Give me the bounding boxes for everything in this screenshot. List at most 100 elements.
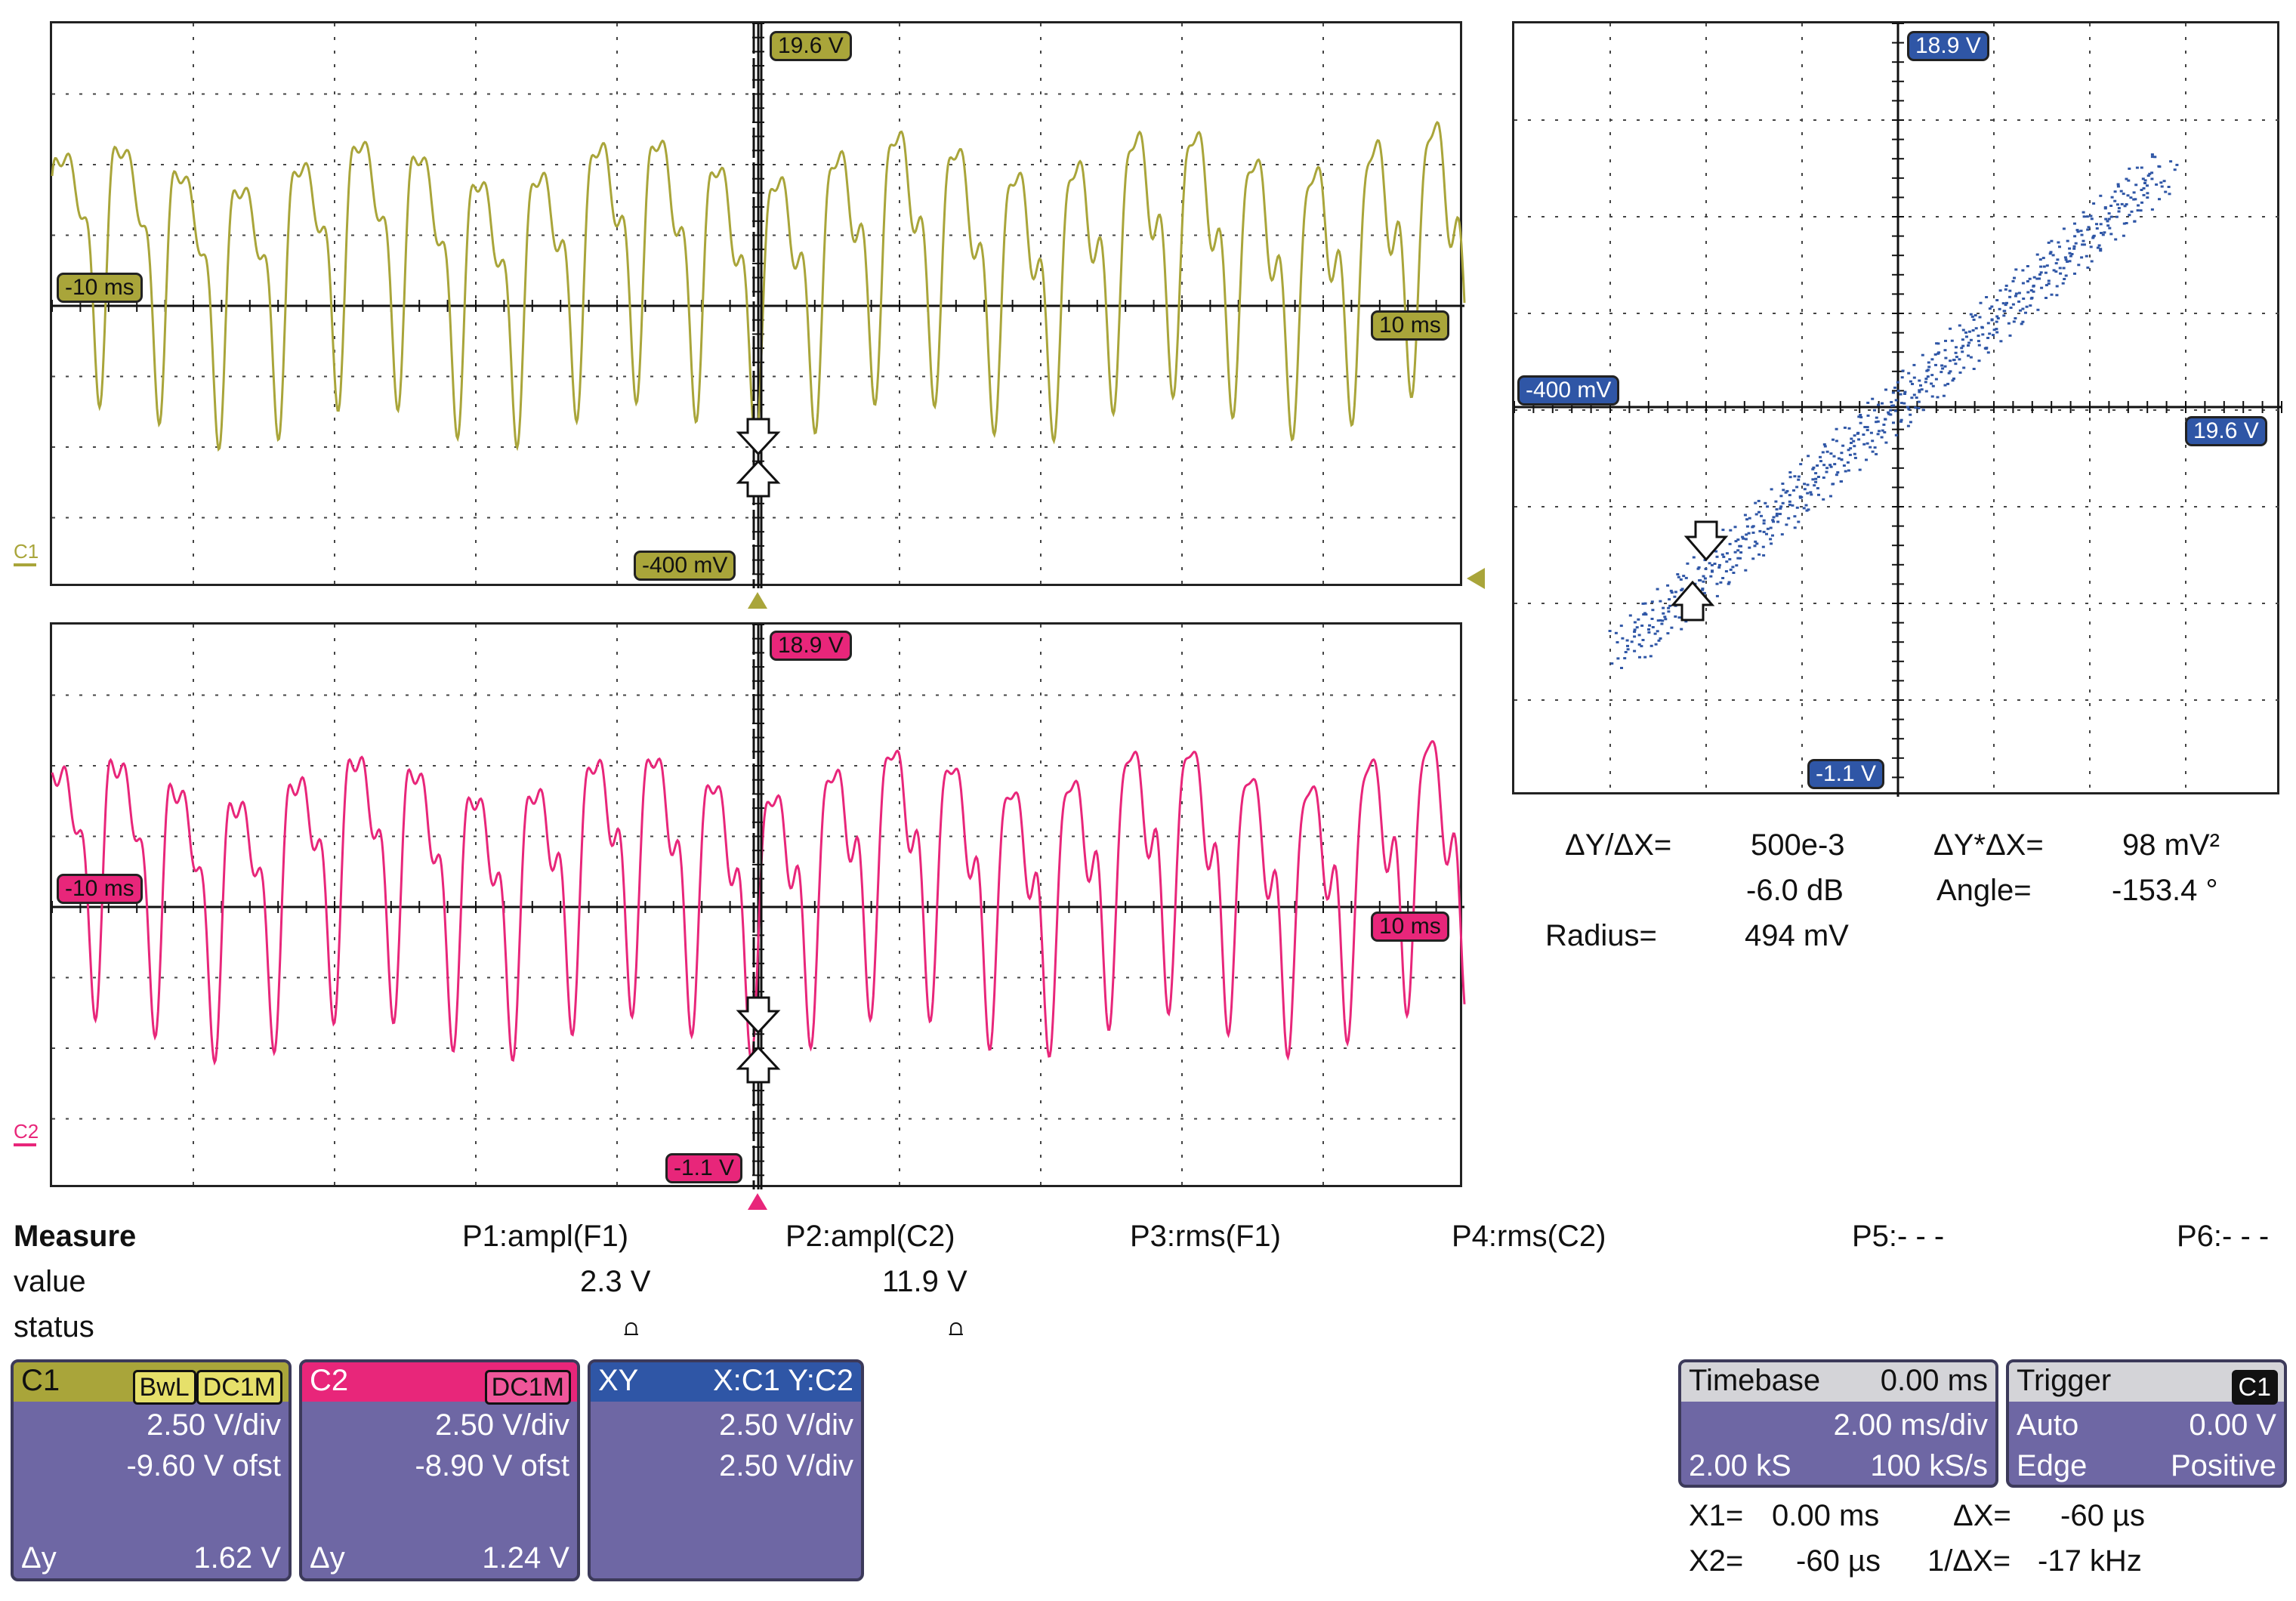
xy-point (2073, 235, 2077, 238)
xy-point (1686, 562, 1690, 565)
c1-waveform-grid[interactable]: 19.6 V -400 mV -10 ms 10 ms (50, 21, 1466, 588)
xy-point (2021, 269, 2025, 272)
xy-point (1823, 445, 1827, 448)
xy-point (1985, 296, 1989, 298)
xy-point (1835, 440, 1838, 443)
xy-point (1739, 557, 1742, 560)
xy-point (1847, 449, 1850, 452)
xy-point (1988, 332, 1992, 335)
xy-point (1788, 503, 1791, 506)
xy-point (1758, 529, 1762, 532)
xy-point (1729, 568, 1733, 571)
xy-point (1806, 492, 1810, 495)
xy-point (1853, 456, 1857, 459)
xy-point (1852, 440, 1856, 443)
xy-point (1673, 595, 1677, 598)
xy-dydx-value: 500e-3 (1751, 828, 1845, 862)
xy-point (1981, 333, 1985, 336)
xy-point (2072, 245, 2076, 248)
xy-point (1739, 551, 1743, 554)
c1-descriptor-box[interactable]: C1 BwL DC1M 2.50 V/div -9.60 V ofst Δy 1.… (11, 1359, 292, 1581)
xy-point (1950, 339, 1954, 342)
xy-point (1921, 353, 1924, 356)
xy-point (1724, 570, 1728, 572)
c2-marker-text: C2 (14, 1120, 39, 1143)
xy-point (1717, 563, 1721, 566)
measure-p3-name[interactable]: P3:rms(F1) (1130, 1220, 1281, 1253)
xy-point (2008, 295, 2012, 298)
c1-trigger-level-arrow[interactable] (1467, 568, 1485, 589)
xy-point (1866, 414, 1870, 417)
xy-point (1709, 575, 1713, 578)
xy-point (2134, 184, 2138, 187)
xy-point (1926, 369, 1930, 372)
xy-point (1829, 452, 1833, 455)
measure-p4-name[interactable]: P4:rms(C2) (1452, 1220, 1606, 1253)
xy-point (1862, 433, 1866, 436)
measure-p6-name[interactable]: P6:- - - (2177, 1220, 2270, 1253)
xy-point (1988, 307, 1992, 310)
xy-point (1772, 516, 1776, 519)
trigger-box[interactable]: Trigger C1 Auto 0.00 V Edge Positive (2006, 1359, 2287, 1488)
cursor-x1-label: X1= (1689, 1499, 1744, 1532)
xy-point (1825, 467, 1829, 470)
xy-point (1954, 362, 1958, 366)
xy-point (1753, 544, 1757, 548)
xy-xdiv-value: 2.50 V/div (719, 1408, 853, 1442)
xy-point (1762, 554, 1766, 557)
xy-point (2038, 258, 2042, 261)
xy-point (2095, 223, 2098, 226)
xy-point (1614, 631, 1618, 634)
xy-descriptor-box[interactable]: XY X:C1 Y:C2 2.50 V/div 2.50 V/div (588, 1359, 864, 1581)
xy-point (2054, 262, 2058, 265)
xy-point (1765, 532, 1768, 535)
xy-point (2064, 274, 2068, 277)
xy-point (1769, 526, 1773, 529)
xy-point (1962, 366, 1966, 369)
measure-title[interactable]: Measure (14, 1220, 137, 1253)
xy-point (1800, 495, 1804, 498)
xy-point (2036, 308, 2040, 311)
xy-point (1731, 566, 1735, 569)
c2-waveform-grid[interactable]: 18.9 V -1.1 V -10 ms 10 ms (50, 622, 1466, 1189)
xy-point (1933, 353, 1937, 356)
xy-point (1779, 507, 1782, 510)
c2-dy-value: 1.24 V (482, 1541, 569, 1575)
c1-trigger-position-arrow[interactable] (748, 592, 767, 609)
xy-point (1739, 544, 1742, 548)
c2-channel-marker[interactable]: C2 (14, 1121, 39, 1146)
xy-plot-grid[interactable]: 18.9 V -1.1 V -400 mV 19.6 V (1512, 21, 2282, 797)
c2-descriptor-box[interactable]: C2 DC1M 2.50 V/div -8.90 V ofst Δy 1.24 … (299, 1359, 580, 1581)
xy-point (1857, 415, 1861, 418)
xy-point (1662, 612, 1665, 615)
xy-point (1880, 436, 1884, 439)
xy-point (2011, 303, 2015, 306)
xy-point (1713, 563, 1717, 565)
timebase-delay-value: 0.00 ms (1880, 1364, 1988, 1397)
xy-point (1828, 464, 1832, 467)
timebase-samples-value: 2.00 kS (1689, 1449, 1791, 1482)
timebase-box[interactable]: Timebase 0.00 ms 2.00 ms/div 2.00 kS 100… (1678, 1359, 1998, 1488)
xy-point (2041, 257, 2045, 260)
graticule (1514, 23, 2282, 797)
measure-p5-name[interactable]: P5:- - - (1852, 1220, 1945, 1253)
c1-channel-marker[interactable]: C1 (14, 541, 39, 566)
xy-point (2042, 265, 2046, 268)
xy-point (2089, 214, 2093, 217)
xy-point (2109, 233, 2113, 236)
xy-point (1664, 618, 1668, 621)
c1-dy-label: Δy (21, 1541, 57, 1575)
xy-point (2079, 230, 2083, 233)
xy-point (1995, 331, 1999, 334)
timebase-header: Timebase 0.00 ms (1681, 1362, 1995, 1402)
xy-point (1999, 340, 2003, 343)
xy-point (1781, 483, 1785, 485)
xy-point (2024, 311, 2027, 314)
xy-point (2069, 254, 2072, 258)
xy-point (2013, 276, 2016, 279)
xy-point (1914, 406, 1918, 409)
measure-p2-name[interactable]: P2:ampl(C2) (785, 1220, 955, 1253)
c2-trigger-position-arrow[interactable] (748, 1193, 767, 1210)
xy-point (1788, 476, 1792, 479)
measure-p1-name[interactable]: P1:ampl(F1) (462, 1220, 629, 1253)
